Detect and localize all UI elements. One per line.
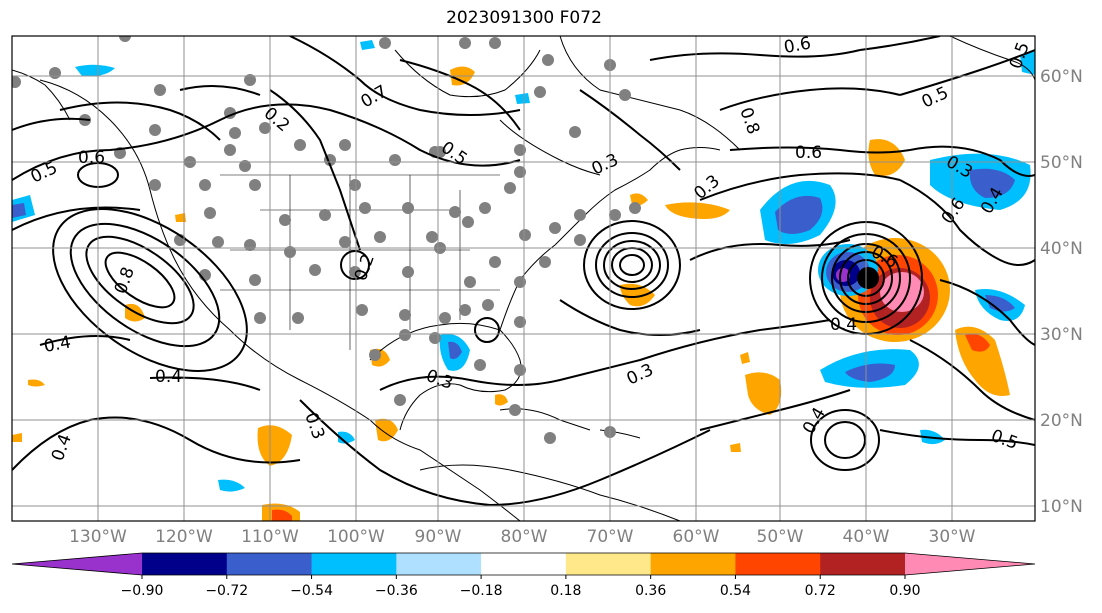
colorbar-segment: [481, 553, 567, 575]
lon-label: 90°W: [415, 527, 462, 547]
contour-label: 0.6: [782, 34, 812, 58]
colorbar-segment: [735, 553, 821, 575]
lon-label: 60°W: [673, 527, 720, 547]
contour-label: 0.4: [155, 367, 182, 387]
lon-label: 120°W: [155, 527, 213, 547]
colorbar-tick-label: −0.90: [121, 583, 164, 599]
colorbar-tick-label: −0.72: [205, 583, 248, 599]
lon-label: 70°W: [587, 527, 634, 547]
colorbar-segment: [650, 553, 736, 575]
colorbar-segment: [396, 553, 482, 575]
colorbar-tick-label: 0.36: [635, 583, 666, 599]
lat-label: 20°N: [1040, 411, 1083, 431]
lon-label: 130°W: [69, 527, 127, 547]
lat-label: 50°N: [1040, 153, 1083, 173]
colorbar-tick-label: 0.18: [550, 583, 581, 599]
lat-label: 10°N: [1040, 497, 1083, 517]
colorbar-tick-label: −0.18: [460, 583, 503, 599]
contour-label: 0.4: [830, 315, 857, 335]
contour-label: 0.4: [42, 333, 72, 357]
colorbar-segment: [311, 553, 397, 575]
colorbar-tick-label: 0.72: [805, 583, 836, 599]
lat-label: 60°N: [1040, 67, 1083, 87]
map-title: 2023091300 F072: [446, 8, 602, 28]
colorbar-segment: [226, 553, 313, 575]
colorbar: −0.90 −0.72 −0.54 −0.36 −0.18 0.18 0.36 0.54 0.7…: [11, 552, 1036, 599]
contour-label: 0.6: [795, 143, 822, 163]
colorbar-tick-label: −0.54: [290, 583, 333, 599]
colorbar-segment: [142, 553, 228, 575]
lat-label: 30°N: [1040, 325, 1083, 345]
lon-label: 100°W: [327, 527, 385, 547]
lat-label: 40°N: [1040, 239, 1083, 259]
colorbar-segment: [565, 553, 652, 575]
colorbar-extend-low: [12, 553, 142, 575]
colorbar-tick-label: 0.54: [720, 583, 751, 599]
lon-label: 110°W: [241, 527, 299, 547]
latitude-labels: 60°N 50°N 40°N 30°N 20°N 10°N: [1040, 67, 1083, 517]
longitude-labels: 130°W 120°W 110°W 100°W 90°W 80°W 70°W 6…: [69, 527, 976, 547]
lon-label: 80°W: [501, 527, 548, 547]
contour-label: 0.6: [78, 148, 105, 168]
lon-label: 30°W: [929, 527, 976, 547]
station-markers: [12, 36, 641, 444]
lon-label: 50°W: [757, 527, 804, 547]
map-frame: [11, 35, 1036, 522]
lon-label: 40°W: [843, 527, 890, 547]
colorbar-segment: [820, 553, 906, 575]
colorbar-extend-high: [905, 553, 1035, 575]
colorbar-tick-label: 0.90: [889, 583, 920, 599]
graticule: [12, 36, 1035, 521]
colorbar-tick-label: −0.36: [375, 583, 418, 599]
